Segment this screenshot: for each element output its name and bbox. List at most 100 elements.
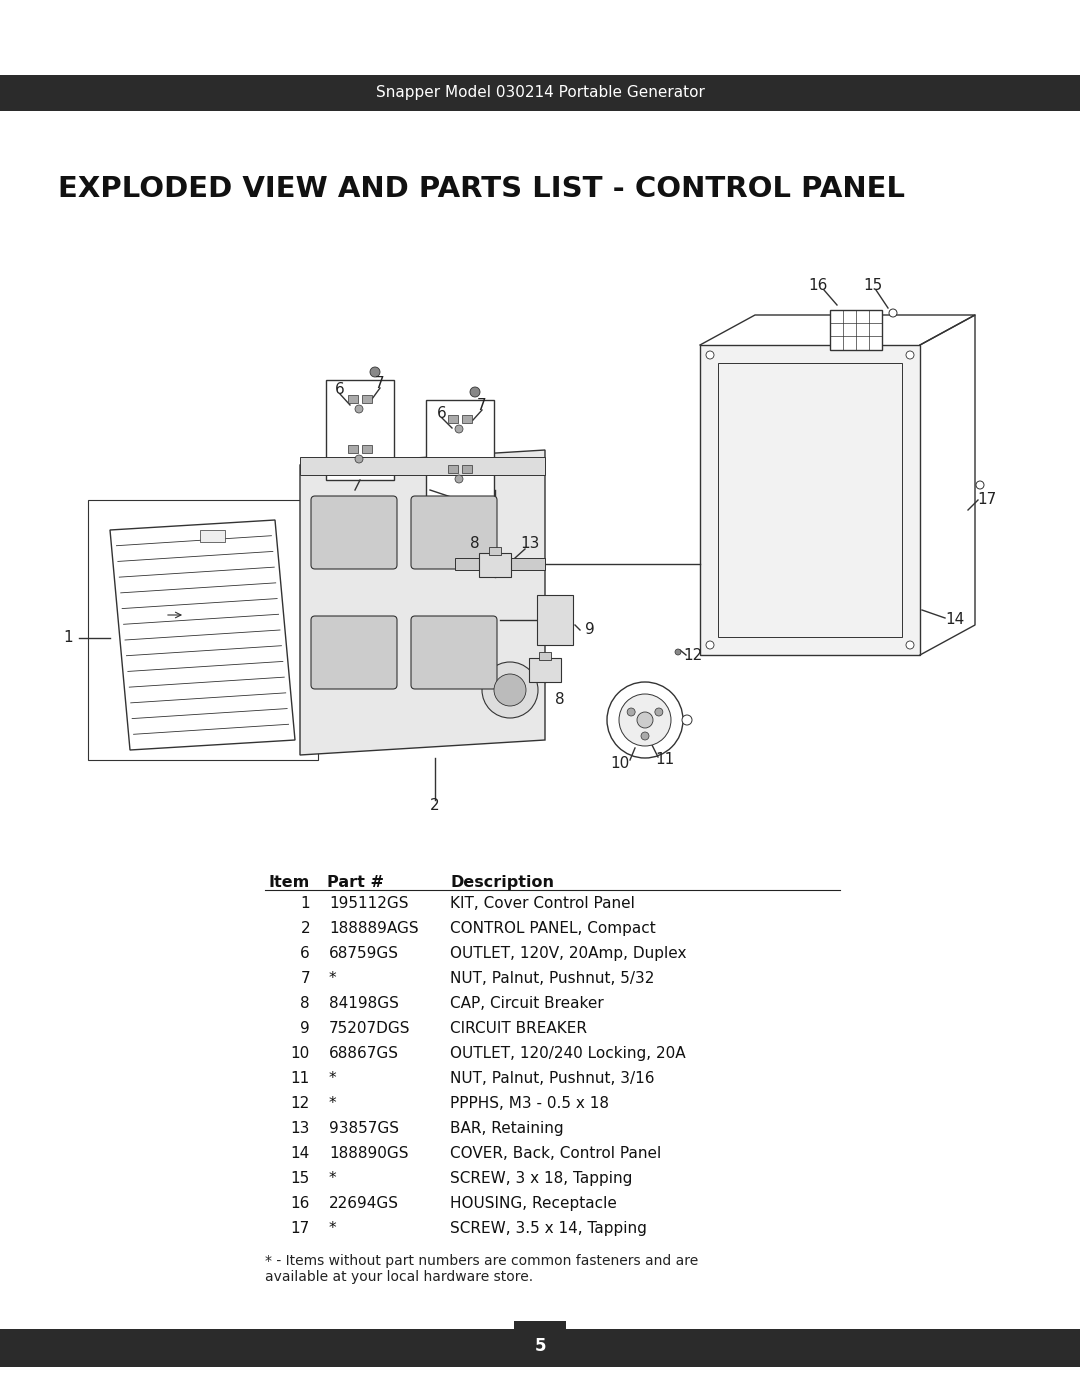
Text: 13: 13 xyxy=(521,535,540,550)
Text: HOUSING, Receptacle: HOUSING, Receptacle xyxy=(450,1196,617,1211)
Bar xyxy=(326,380,394,481)
Text: PPPHS, M3 - 0.5 x 18: PPPHS, M3 - 0.5 x 18 xyxy=(450,1097,609,1111)
FancyBboxPatch shape xyxy=(311,496,397,569)
Text: 11: 11 xyxy=(656,753,675,767)
Text: 12: 12 xyxy=(291,1097,310,1111)
Text: 15: 15 xyxy=(291,1171,310,1186)
Text: Description: Description xyxy=(450,875,554,890)
Bar xyxy=(718,363,902,637)
Bar xyxy=(455,557,545,570)
FancyBboxPatch shape xyxy=(411,616,497,689)
Bar xyxy=(480,553,511,577)
Text: NUT, Palnut, Pushnut, 5/32: NUT, Palnut, Pushnut, 5/32 xyxy=(450,971,654,986)
Text: 84198GS: 84198GS xyxy=(329,996,399,1011)
Text: *: * xyxy=(329,1097,337,1111)
Circle shape xyxy=(706,641,714,650)
FancyBboxPatch shape xyxy=(411,496,497,569)
Text: 188889AGS: 188889AGS xyxy=(329,921,419,936)
Bar xyxy=(362,446,372,453)
Text: 16: 16 xyxy=(808,278,827,292)
Circle shape xyxy=(370,367,380,377)
Bar xyxy=(448,465,458,474)
Text: SCREW, 3 x 18, Tapping: SCREW, 3 x 18, Tapping xyxy=(450,1171,633,1186)
Text: *: * xyxy=(329,1071,337,1085)
Circle shape xyxy=(976,481,984,489)
Circle shape xyxy=(455,425,463,433)
Circle shape xyxy=(355,455,363,462)
Text: 10: 10 xyxy=(610,756,630,771)
Text: 11: 11 xyxy=(291,1071,310,1085)
Text: 17: 17 xyxy=(977,493,997,507)
Text: CIRCUIT BREAKER: CIRCUIT BREAKER xyxy=(450,1021,588,1037)
Circle shape xyxy=(627,708,635,717)
Text: 5: 5 xyxy=(535,1337,545,1355)
Text: 8: 8 xyxy=(470,535,480,550)
Text: OUTLET, 120/240 Locking, 20A: OUTLET, 120/240 Locking, 20A xyxy=(450,1046,686,1060)
Text: 195112GS: 195112GS xyxy=(329,895,408,911)
Text: EXPLODED VIEW AND PARTS LIST - CONTROL PANEL: EXPLODED VIEW AND PARTS LIST - CONTROL P… xyxy=(58,175,905,203)
Text: 6: 6 xyxy=(437,405,447,420)
Text: 7: 7 xyxy=(477,398,487,412)
Text: 9: 9 xyxy=(300,1021,310,1037)
Text: Item: Item xyxy=(269,875,310,890)
Text: 12: 12 xyxy=(684,647,703,662)
Text: 14: 14 xyxy=(945,612,964,627)
Circle shape xyxy=(607,682,683,759)
Circle shape xyxy=(889,309,897,317)
Circle shape xyxy=(642,732,649,740)
Text: 2: 2 xyxy=(300,921,310,936)
Circle shape xyxy=(706,351,714,359)
Circle shape xyxy=(355,405,363,414)
Text: 8: 8 xyxy=(555,693,565,707)
Text: 6: 6 xyxy=(300,946,310,961)
Bar xyxy=(0,1329,1080,1368)
Bar xyxy=(539,652,551,659)
Circle shape xyxy=(681,715,692,725)
Circle shape xyxy=(494,673,526,705)
Text: *: * xyxy=(329,971,337,986)
Circle shape xyxy=(675,650,681,655)
Text: 9: 9 xyxy=(585,623,595,637)
Bar xyxy=(426,400,494,500)
Bar xyxy=(300,457,545,475)
Circle shape xyxy=(470,387,480,397)
Text: 75207DGS: 75207DGS xyxy=(329,1021,410,1037)
Bar xyxy=(362,395,372,402)
Text: 188890GS: 188890GS xyxy=(329,1146,408,1161)
Text: BAR, Retaining: BAR, Retaining xyxy=(450,1120,564,1136)
Bar xyxy=(348,446,357,453)
Bar xyxy=(200,529,225,542)
Text: 17: 17 xyxy=(291,1221,310,1236)
Text: OUTLET, 120V, 20Amp, Duplex: OUTLET, 120V, 20Amp, Duplex xyxy=(450,946,687,961)
Polygon shape xyxy=(110,520,295,750)
Bar xyxy=(448,415,458,423)
Text: 16: 16 xyxy=(291,1196,310,1211)
Bar xyxy=(87,500,318,760)
Circle shape xyxy=(455,475,463,483)
Text: 1: 1 xyxy=(64,630,72,645)
Circle shape xyxy=(906,351,914,359)
Circle shape xyxy=(619,694,671,746)
Bar xyxy=(489,548,501,555)
Text: 68867GS: 68867GS xyxy=(329,1046,399,1060)
Circle shape xyxy=(906,641,914,650)
Text: 6: 6 xyxy=(335,383,345,398)
Text: 2: 2 xyxy=(430,798,440,813)
Bar xyxy=(537,595,573,645)
Text: * - Items without part numbers are common fasteners and are
available at your lo: * - Items without part numbers are commo… xyxy=(265,1255,699,1284)
Text: NUT, Palnut, Pushnut, 3/16: NUT, Palnut, Pushnut, 3/16 xyxy=(450,1071,654,1085)
Text: 13: 13 xyxy=(291,1120,310,1136)
Text: Part #: Part # xyxy=(327,875,384,890)
Text: 7: 7 xyxy=(300,971,310,986)
Text: SCREW, 3.5 x 14, Tapping: SCREW, 3.5 x 14, Tapping xyxy=(450,1221,647,1236)
Bar xyxy=(462,415,472,423)
FancyBboxPatch shape xyxy=(311,616,397,689)
Bar xyxy=(462,465,472,474)
Bar xyxy=(514,1322,566,1331)
Text: 10: 10 xyxy=(291,1046,310,1060)
Circle shape xyxy=(654,708,663,717)
Text: 8: 8 xyxy=(300,996,310,1011)
Polygon shape xyxy=(300,450,545,754)
Text: KIT, Cover Control Panel: KIT, Cover Control Panel xyxy=(450,895,635,911)
Text: CAP, Circuit Breaker: CAP, Circuit Breaker xyxy=(450,996,604,1011)
